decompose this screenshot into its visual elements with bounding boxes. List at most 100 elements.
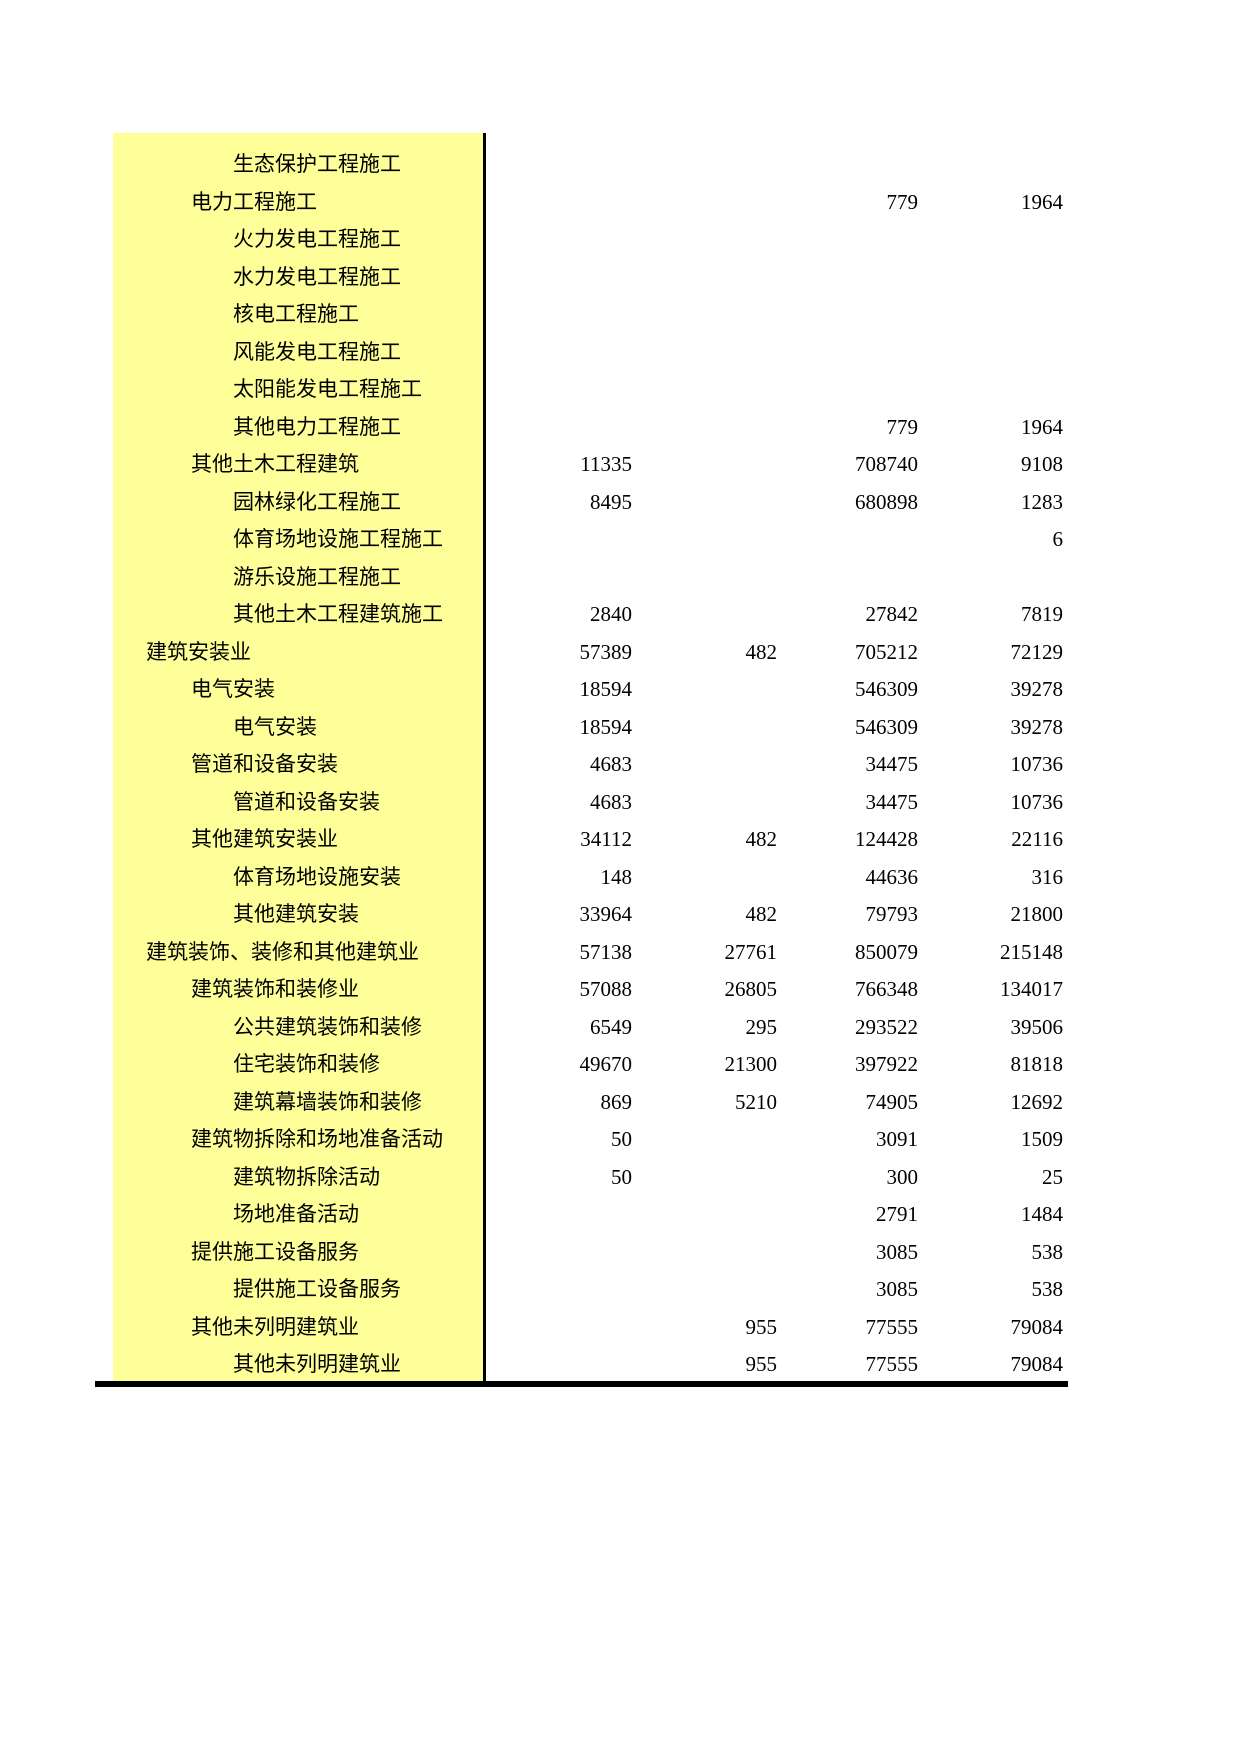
row-label: 建筑装饰、装修和其他建筑业 <box>146 939 419 964</box>
column-divider-line <box>483 133 486 1383</box>
cell-col3: 77555 <box>865 1314 919 1339</box>
table-row: 其他建筑安装 33964 482 79793 21800 <box>0 896 1240 934</box>
row-label: 其他未列明建筑业 <box>191 1314 359 1339</box>
cell-col4: 134017 <box>1000 977 1063 1002</box>
cell-col4: 1283 <box>1021 489 1063 514</box>
cell-col4: 10736 <box>1010 752 1064 777</box>
row-label: 电气安装 <box>191 677 275 702</box>
cell-col4: 39506 <box>1010 1014 1064 1039</box>
cell-col2: 482 <box>745 827 778 852</box>
table-row: 建筑物拆除和场地准备活动 50 3091 1509 <box>0 1121 1240 1159</box>
row-label: 核电工程施工 <box>233 302 359 327</box>
row-label: 体育场地设施工程施工 <box>233 527 443 552</box>
cell-col3: 34475 <box>865 789 919 814</box>
table-row: 其他未列明建筑业 955 77555 79084 <box>0 1309 1240 1347</box>
row-label: 其他建筑安装业 <box>191 827 338 852</box>
row-label: 提供施工设备服务 <box>233 1277 401 1302</box>
cell-col3: 77555 <box>865 1352 919 1377</box>
table-row: 建筑装饰、装修和其他建筑业 57138 27761 850079 215148 <box>0 934 1240 972</box>
cell-col2: 295 <box>745 1014 778 1039</box>
cell-col4: 21800 <box>1010 902 1064 927</box>
cell-col3: 293522 <box>855 1014 918 1039</box>
cell-col3: 779 <box>886 189 919 214</box>
cell-col1: 33964 <box>579 902 633 927</box>
cell-col2: 27761 <box>724 939 778 964</box>
cell-col4: 25 <box>1042 1164 1063 1189</box>
category-column-band <box>113 133 483 1383</box>
table-row: 管道和设备安装 4683 34475 10736 <box>0 746 1240 784</box>
row-label: 电气安装 <box>233 714 317 739</box>
table-row: 公共建筑装饰和装修 6549 295 293522 39506 <box>0 1009 1240 1047</box>
cell-col1: 57138 <box>579 939 633 964</box>
cell-col4: 1964 <box>1021 189 1063 214</box>
row-label: 建筑幕墙装饰和装修 <box>233 1089 422 1114</box>
table-row: 风能发电工程施工 <box>0 334 1240 372</box>
row-label: 其他未列明建筑业 <box>233 1352 401 1377</box>
cell-col1: 18594 <box>579 714 633 739</box>
cell-col4: 316 <box>1031 864 1064 889</box>
cell-col4: 81818 <box>1010 1052 1064 1077</box>
cell-col3: 34475 <box>865 752 919 777</box>
row-label: 建筑物拆除活动 <box>233 1164 380 1189</box>
cell-col3: 546309 <box>855 677 918 702</box>
cell-col4: 1509 <box>1021 1127 1063 1152</box>
row-label: 建筑安装业 <box>146 639 251 664</box>
cell-col4: 538 <box>1031 1239 1064 1264</box>
cell-col1: 49670 <box>579 1052 633 1077</box>
table-row: 其他土木工程建筑 11335 708740 9108 <box>0 446 1240 484</box>
row-label: 管道和设备安装 <box>233 789 380 814</box>
row-label: 体育场地设施安装 <box>233 864 401 889</box>
cell-col4: 9108 <box>1021 452 1063 477</box>
table-row: 其他未列明建筑业 955 77555 79084 <box>0 1346 1240 1384</box>
cell-col4: 538 <box>1031 1277 1064 1302</box>
row-label: 管道和设备安装 <box>191 752 338 777</box>
cell-col1: 57389 <box>579 639 633 664</box>
row-label: 生态保护工程施工 <box>233 152 401 177</box>
cell-col3: 705212 <box>855 639 918 664</box>
cell-col4: 79084 <box>1010 1314 1064 1339</box>
table-row: 体育场地设施安装 148 44636 316 <box>0 859 1240 897</box>
cell-col1: 18594 <box>579 677 633 702</box>
table-bottom-border <box>95 1381 1068 1387</box>
cell-col3: 300 <box>886 1164 919 1189</box>
cell-col1: 869 <box>600 1089 633 1114</box>
row-label: 提供施工设备服务 <box>191 1239 359 1264</box>
table-row: 太阳能发电工程施工 <box>0 371 1240 409</box>
cell-col1: 34112 <box>580 827 632 852</box>
table-row: 场地准备活动 2791 1484 <box>0 1196 1240 1234</box>
row-label: 火力发电工程施工 <box>233 227 401 252</box>
cell-col4: 1964 <box>1021 414 1063 439</box>
cell-col3: 766348 <box>855 977 918 1002</box>
cell-col3: 3091 <box>876 1127 918 1152</box>
table-row: 其他电力工程施工 779 1964 <box>0 409 1240 447</box>
cell-col3: 3085 <box>876 1239 918 1264</box>
cell-col4: 39278 <box>1010 677 1064 702</box>
cell-col3: 708740 <box>855 452 918 477</box>
table-row: 其他土木工程建筑施工 2840 27842 7819 <box>0 596 1240 634</box>
row-label: 其他土木工程建筑施工 <box>233 602 443 627</box>
cell-col2: 26805 <box>724 977 778 1002</box>
table-row: 电气安装 18594 546309 39278 <box>0 671 1240 709</box>
row-label: 公共建筑装饰和装修 <box>233 1014 422 1039</box>
table-row: 核电工程施工 <box>0 296 1240 334</box>
cell-col1: 4683 <box>590 789 632 814</box>
cell-col3: 27842 <box>865 602 919 627</box>
cell-col3: 74905 <box>865 1089 919 1114</box>
cell-col1: 50 <box>611 1164 632 1189</box>
row-label: 太阳能发电工程施工 <box>233 377 422 402</box>
cell-col1: 2840 <box>590 602 632 627</box>
cell-col4: 215148 <box>1000 939 1063 964</box>
row-label: 住宅装饰和装修 <box>233 1052 380 1077</box>
cell-col3: 3085 <box>876 1277 918 1302</box>
cell-col3: 546309 <box>855 714 918 739</box>
row-label: 其他电力工程施工 <box>233 414 401 439</box>
cell-col1: 4683 <box>590 752 632 777</box>
cell-col3: 44636 <box>865 864 919 889</box>
table-row: 建筑安装业 57389 482 705212 72129 <box>0 634 1240 672</box>
cell-col1: 8495 <box>590 489 632 514</box>
cell-col4: 79084 <box>1010 1352 1064 1377</box>
cell-col2: 5210 <box>735 1089 777 1114</box>
row-label: 其他建筑安装 <box>233 902 359 927</box>
cell-col3: 850079 <box>855 939 918 964</box>
